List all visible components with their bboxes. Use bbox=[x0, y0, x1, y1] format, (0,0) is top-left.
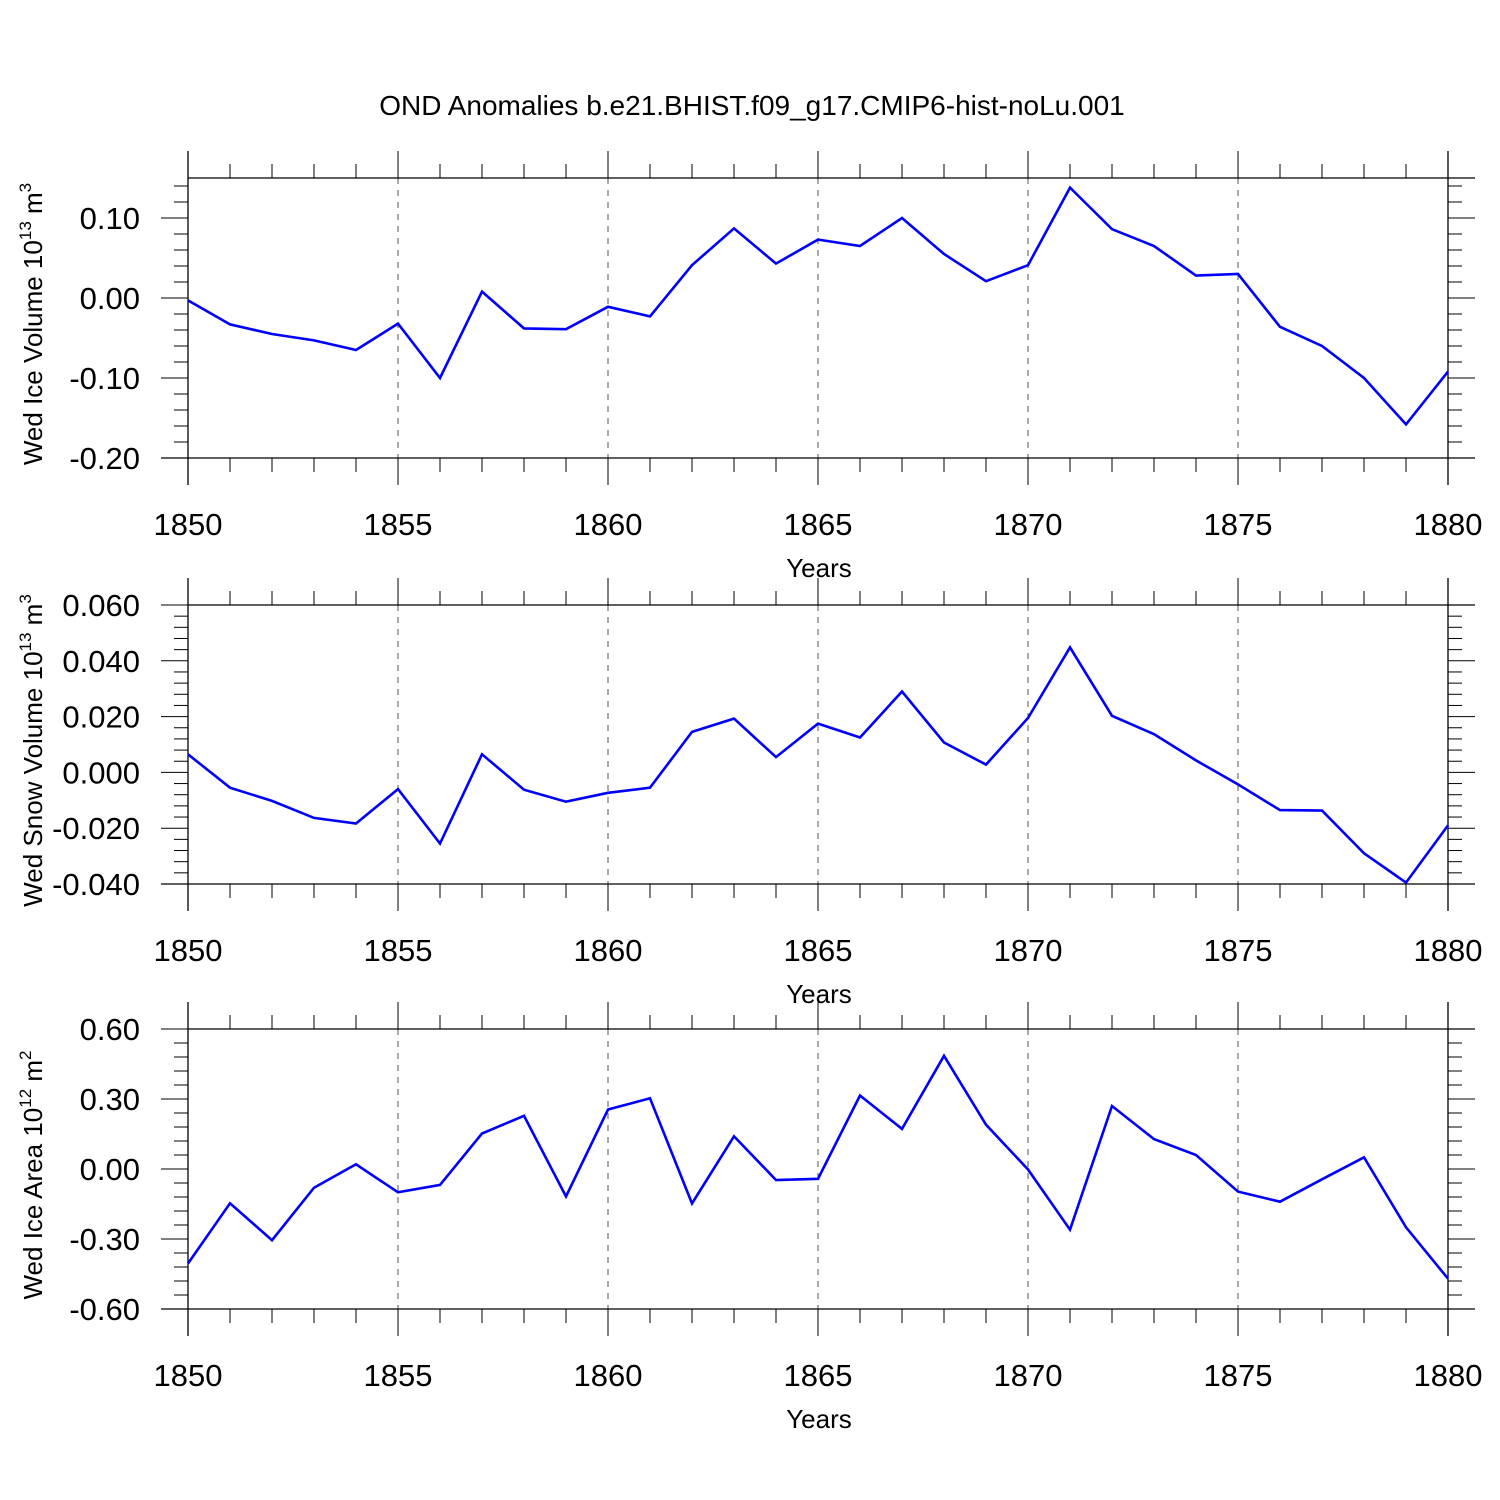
y-tick-label: 0.040 bbox=[62, 644, 140, 679]
x-tick-label: 1870 bbox=[994, 933, 1063, 968]
x-tick-label: 1875 bbox=[1204, 1358, 1273, 1393]
series-line bbox=[187, 185, 1450, 427]
y-tick-label: -0.20 bbox=[69, 441, 140, 476]
x-tick-label: 1850 bbox=[154, 1358, 223, 1393]
x-tick-label: 1860 bbox=[574, 1358, 643, 1393]
x-tick-label: 1880 bbox=[1414, 1358, 1483, 1393]
y-tick-label: 0.020 bbox=[62, 700, 140, 735]
x-tick-label: 1855 bbox=[364, 507, 433, 542]
x-axis-title: Years bbox=[786, 979, 852, 1009]
panel-3: -0.60 -0.30 0.00 0.30 0.60 1850 1855 1860 1865 18… bbox=[16, 1002, 1482, 1434]
y-axis-title: Wed Ice Area 1012 m2 bbox=[16, 1050, 48, 1299]
x-tick-label: 1875 bbox=[1204, 933, 1273, 968]
x-tick-label: 1855 bbox=[364, 933, 433, 968]
chart-panels: -0.20 -0.10 0.00 0.10 1850 1855 1860 1865 1870 18… bbox=[16, 151, 1482, 1434]
x-tick-label: 1865 bbox=[784, 1358, 853, 1393]
x-tick-label: 1850 bbox=[154, 933, 223, 968]
panel-1: -0.20 -0.10 0.00 0.10 1850 1855 1860 1865 1870 18… bbox=[16, 151, 1482, 583]
y-axis-title: Wed Ice Volume 1013 m3 bbox=[16, 183, 48, 465]
y-tick-label: 0.10 bbox=[80, 201, 140, 236]
x-tick-label: 1850 bbox=[154, 507, 223, 542]
y-tick-label: 0.00 bbox=[80, 281, 140, 316]
x-axis-title: Years bbox=[786, 553, 852, 583]
x-tick-label: 1865 bbox=[784, 507, 853, 542]
y-tick-label: -0.30 bbox=[69, 1222, 140, 1257]
y-tick-label: 0.00 bbox=[80, 1152, 140, 1187]
y-tick-label: 0.060 bbox=[62, 588, 140, 623]
x-tick-label: 1860 bbox=[574, 933, 643, 968]
x-tick-label: 1865 bbox=[784, 933, 853, 968]
y-tick-label: -0.020 bbox=[52, 811, 140, 846]
x-tick-label: 1875 bbox=[1204, 507, 1273, 542]
panel-2: -0.040 -0.020 0.000 0.020 0.040 0.060 1850 1855… bbox=[16, 578, 1482, 1009]
chart-title: OND Anomalies b.e21.BHIST.f09_g17.CMIP6-… bbox=[379, 90, 1125, 121]
y-tick-label: 0.30 bbox=[80, 1082, 140, 1117]
y-tick-label: 0.60 bbox=[80, 1012, 140, 1047]
y-tick-label: -0.040 bbox=[52, 867, 140, 902]
x-tick-label: 1860 bbox=[574, 507, 643, 542]
x-tick-label: 1855 bbox=[364, 1358, 433, 1393]
y-axis-title: Wed Snow Volume 1013 m3 bbox=[16, 594, 48, 907]
y-tick-label: 0.000 bbox=[62, 755, 140, 790]
x-tick-label: 1870 bbox=[994, 507, 1063, 542]
x-tick-label: 1880 bbox=[1414, 933, 1483, 968]
x-tick-label: 1880 bbox=[1414, 507, 1483, 542]
x-tick-label: 1870 bbox=[994, 1358, 1063, 1393]
y-tick-label: -0.10 bbox=[69, 361, 140, 396]
y-tick-label: -0.60 bbox=[69, 1292, 140, 1327]
x-axis-title: Years bbox=[786, 1404, 852, 1434]
